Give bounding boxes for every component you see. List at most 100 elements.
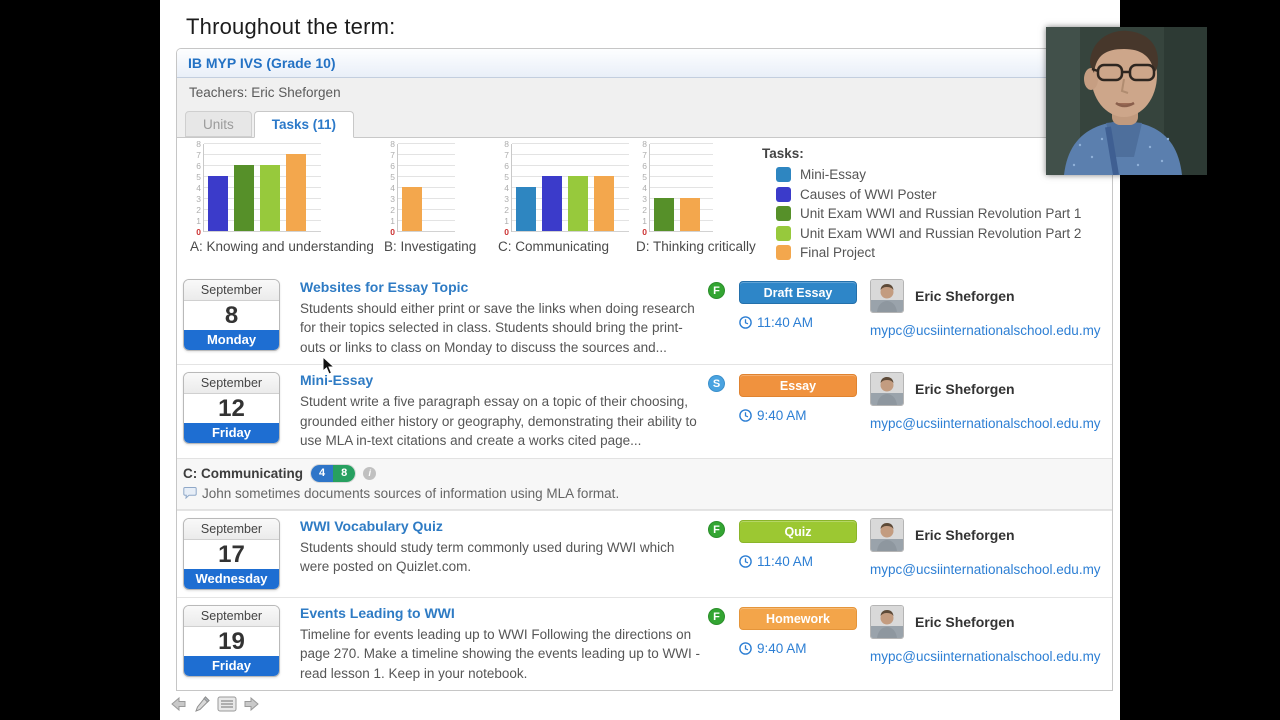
legend-label: Mini-Essay bbox=[800, 167, 867, 183]
gridline bbox=[398, 154, 455, 155]
gridline bbox=[512, 154, 629, 155]
date-day: 17 bbox=[218, 540, 245, 568]
teacher-name: Eric Sheforgen bbox=[915, 287, 1015, 304]
chart-title: A: Knowing and understanding bbox=[190, 239, 374, 254]
panel-header: IB MYP IVS (Grade 10) − bbox=[177, 49, 1112, 78]
plot-area bbox=[397, 143, 455, 232]
chart-title: D: Thinking critically bbox=[636, 239, 756, 254]
date-calendar: September 19 Friday bbox=[183, 604, 280, 677]
score-achieved: 4 bbox=[311, 464, 334, 482]
plot-area bbox=[649, 143, 713, 232]
presenter-video bbox=[1046, 27, 1207, 175]
gridline bbox=[650, 176, 713, 177]
x-axis bbox=[204, 231, 321, 232]
bar bbox=[594, 176, 614, 231]
legend-label: Unit Exam WWI and Russian Revolution Par… bbox=[800, 225, 1082, 241]
gridline bbox=[650, 165, 713, 166]
legend-swatch-icon bbox=[776, 186, 791, 202]
due-time: 9:40 AM bbox=[757, 408, 807, 423]
chart-title: B: Investigating bbox=[384, 239, 477, 254]
gridline bbox=[398, 143, 455, 144]
panel-title: IB MYP IVS (Grade 10) bbox=[188, 55, 336, 71]
legend-item: Unit Exam WWI and Russian Revolution Par… bbox=[776, 204, 1081, 224]
gridline bbox=[650, 143, 713, 144]
gridline bbox=[398, 187, 455, 188]
teacher-name: Eric Sheforgen bbox=[915, 613, 1015, 630]
task-title-link[interactable]: WWI Vocabulary Quiz bbox=[300, 517, 443, 534]
task-title-link[interactable]: Events Leading to WWI bbox=[300, 604, 455, 621]
gridline bbox=[398, 220, 455, 221]
legend-label: Unit Exam WWI and Russian Revolution Par… bbox=[800, 206, 1082, 222]
bar bbox=[286, 154, 306, 231]
legend-item: Final Project bbox=[776, 243, 1081, 263]
bar bbox=[516, 187, 536, 231]
x-axis bbox=[512, 231, 629, 232]
legend-label: Causes of WWI Poster bbox=[800, 186, 937, 202]
task-row: September 19 Friday Events Leading to WWI Ti… bbox=[177, 596, 1112, 691]
bar bbox=[208, 176, 228, 231]
teacher-email-link[interactable]: mypc@ucsiinternationalschool.edu.my bbox=[870, 648, 1101, 664]
panel-body: 0 1 2 3 4 5 6 7 8 A: Knowing and understanding 0 1 2… bbox=[177, 138, 1112, 690]
bar bbox=[654, 198, 674, 231]
forward-arrow-icon[interactable] bbox=[242, 694, 262, 719]
due-time: 11:40 AM bbox=[757, 314, 814, 330]
task-description: Timeline for events leading up to WWI Fo… bbox=[300, 626, 700, 681]
slide-title: Throughout the term: bbox=[186, 14, 396, 39]
teacher-email-link[interactable]: mypc@ucsiinternationalschool.edu.my bbox=[870, 561, 1101, 577]
task-category-button[interactable]: Draft Essay bbox=[739, 280, 857, 304]
x-axis bbox=[650, 231, 713, 232]
legend-swatch-icon bbox=[776, 245, 791, 261]
bar bbox=[680, 198, 700, 231]
assessment-type-badge: F bbox=[708, 281, 725, 299]
task-row: September 17 Wednesday WWI Vocabulary Quiz S… bbox=[177, 509, 1112, 597]
teacher-avatar bbox=[870, 372, 904, 406]
teacher-email-link[interactable]: mypc@ucsiinternationalschool.edu.my bbox=[870, 416, 1101, 431]
pencil-icon[interactable] bbox=[192, 694, 212, 719]
legend-item: Mini-Essay bbox=[776, 165, 1081, 185]
gridline bbox=[398, 209, 455, 210]
info-icon[interactable]: i bbox=[363, 466, 377, 480]
webcam-overlay bbox=[1046, 27, 1207, 175]
task-category-button[interactable]: Homework bbox=[739, 606, 857, 630]
gridline bbox=[650, 187, 713, 188]
gridline bbox=[204, 154, 321, 155]
date-month: September bbox=[184, 605, 279, 627]
gridline bbox=[398, 165, 455, 166]
back-arrow-icon[interactable] bbox=[168, 694, 188, 719]
date-weekday: Monday bbox=[184, 329, 279, 350]
date-calendar: September 12 Friday bbox=[183, 372, 280, 444]
gridline bbox=[512, 165, 629, 166]
criterion-chart-c: 0 1 2 3 4 5 6 7 8 C: Communicating bbox=[498, 140, 630, 254]
teacher-avatar bbox=[870, 278, 904, 313]
date-weekday: Wednesday bbox=[184, 568, 279, 589]
date-month: September bbox=[184, 373, 279, 394]
date-month: September bbox=[184, 279, 279, 301]
clock-icon bbox=[739, 641, 752, 655]
date-day: 12 bbox=[218, 395, 245, 422]
tab-bar: Units Tasks (11) bbox=[177, 111, 1112, 138]
criterion-chart-d: 0 1 2 3 4 5 6 7 8 D: Thinking critically bbox=[636, 139, 776, 254]
task-category-button[interactable]: Quiz bbox=[739, 519, 857, 543]
criterion-chart-a: 0 1 2 3 4 5 6 7 8 A: Knowing and understanding bbox=[190, 140, 374, 254]
task-category-button[interactable]: Essay bbox=[739, 374, 857, 397]
gridline bbox=[398, 198, 455, 199]
date-day: 8 bbox=[224, 301, 239, 329]
gridline bbox=[650, 154, 713, 155]
tasks-legend: Tasks: Mini-Essay Causes of WWI Poster Unit… bbox=[762, 144, 1081, 263]
list-icon[interactable] bbox=[216, 694, 238, 719]
date-month: September bbox=[184, 518, 279, 540]
tab-tasks-11-[interactable]: Tasks (11) bbox=[253, 111, 355, 138]
task-title-link[interactable]: Websites for Essay Topic bbox=[300, 278, 469, 295]
gridline bbox=[204, 143, 321, 144]
teacher-email-link[interactable]: mypc@ucsiinternationalschool.edu.my bbox=[870, 322, 1101, 338]
task-list: September 8 Monday Websites for Essay Topic… bbox=[177, 272, 1112, 691]
teacher-avatar bbox=[870, 604, 904, 639]
tab-units[interactable]: Units bbox=[185, 111, 252, 137]
task-title-link[interactable]: Mini-Essay bbox=[300, 372, 374, 388]
gridline bbox=[398, 176, 455, 177]
teacher-name: Eric Sheforgen bbox=[915, 381, 1015, 397]
assessment-type-badge: S bbox=[708, 375, 725, 392]
